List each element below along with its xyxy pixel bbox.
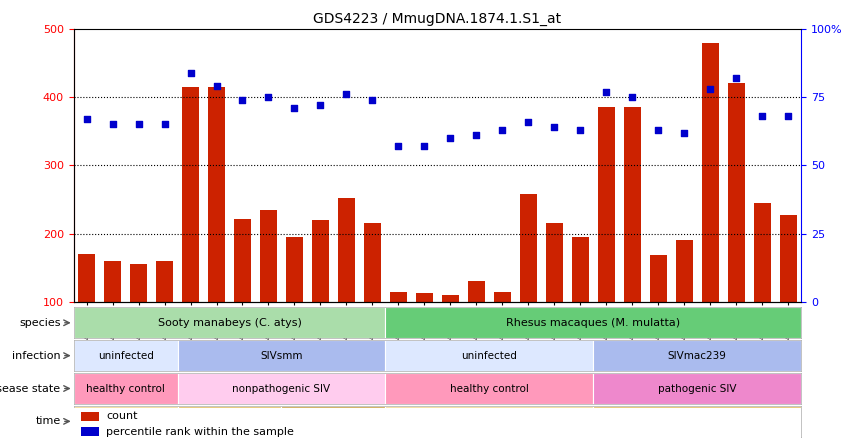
Bar <box>286 237 303 302</box>
Bar <box>753 203 771 302</box>
Bar <box>442 295 459 302</box>
Bar <box>494 292 511 302</box>
Point <box>781 113 795 120</box>
Bar <box>182 87 199 302</box>
Bar <box>260 210 277 302</box>
Point <box>521 118 535 125</box>
Point <box>755 113 769 120</box>
Text: disease state: disease state <box>0 384 61 393</box>
Bar <box>779 214 797 302</box>
Point <box>651 127 665 134</box>
Text: count: count <box>107 411 138 421</box>
Bar <box>74 406 178 437</box>
Point <box>703 85 717 92</box>
Bar <box>572 237 589 302</box>
Bar <box>593 340 801 371</box>
Bar <box>74 340 178 371</box>
Point <box>599 88 613 95</box>
Bar <box>468 281 485 302</box>
Point <box>417 143 431 150</box>
Text: SIVsmm: SIVsmm <box>260 351 303 361</box>
Bar <box>81 427 99 436</box>
Bar <box>74 307 385 338</box>
Bar <box>520 194 537 302</box>
Point <box>365 96 379 103</box>
Bar <box>208 87 225 302</box>
Bar <box>130 264 147 302</box>
Bar <box>281 406 385 437</box>
Bar <box>338 198 355 302</box>
Text: 14 days after infection: 14 days after infection <box>642 416 753 426</box>
Text: percentile rank within the sample: percentile rank within the sample <box>107 427 294 437</box>
Text: 30 days after infection: 30 days after infection <box>278 416 389 426</box>
Bar <box>546 223 563 302</box>
Point <box>158 121 171 128</box>
Point <box>288 104 301 111</box>
Bar <box>78 254 95 302</box>
Bar <box>385 307 801 338</box>
Point <box>495 127 509 134</box>
Text: healthy control: healthy control <box>86 384 165 393</box>
Bar <box>74 373 178 404</box>
Bar <box>593 406 801 437</box>
Point <box>573 127 587 134</box>
Text: species: species <box>19 318 61 328</box>
Point <box>443 135 457 142</box>
Bar <box>104 261 121 302</box>
Bar <box>624 107 641 302</box>
Bar <box>385 340 593 371</box>
Title: GDS4223 / MmugDNA.1874.1.S1_at: GDS4223 / MmugDNA.1874.1.S1_at <box>313 12 561 27</box>
Point <box>391 143 405 150</box>
Bar <box>178 340 385 371</box>
Point <box>132 121 145 128</box>
Bar <box>178 373 385 404</box>
Bar <box>81 412 99 421</box>
Text: time: time <box>36 416 61 426</box>
Text: infection: infection <box>12 351 61 361</box>
Bar <box>650 255 667 302</box>
Text: uninfected: uninfected <box>98 351 153 361</box>
Bar <box>416 293 433 302</box>
Bar <box>675 241 693 302</box>
Text: SIVmac239: SIVmac239 <box>668 351 727 361</box>
Point <box>339 91 353 98</box>
Point <box>80 115 94 123</box>
Bar <box>156 261 173 302</box>
Point <box>106 121 120 128</box>
Text: N/A: N/A <box>481 416 498 426</box>
Text: Rhesus macaques (M. mulatta): Rhesus macaques (M. mulatta) <box>506 318 681 328</box>
Point <box>184 69 197 76</box>
Text: pathogenic SIV: pathogenic SIV <box>658 384 736 393</box>
Bar <box>727 83 745 302</box>
Text: nonpathogenic SIV: nonpathogenic SIV <box>232 384 331 393</box>
Point <box>677 129 691 136</box>
Point <box>236 96 249 103</box>
Bar <box>178 406 281 437</box>
Text: healthy control: healthy control <box>449 384 529 393</box>
Bar <box>234 218 251 302</box>
Bar <box>312 220 329 302</box>
Point <box>625 94 639 101</box>
Point <box>469 132 483 139</box>
Bar <box>364 223 381 302</box>
Point <box>313 102 327 109</box>
Point <box>210 83 223 90</box>
Bar <box>390 292 407 302</box>
Text: uninfected: uninfected <box>462 351 517 361</box>
Bar <box>593 373 801 404</box>
Bar <box>701 43 719 302</box>
Bar <box>598 107 615 302</box>
Point <box>729 75 743 82</box>
Point <box>547 123 561 131</box>
Bar <box>385 373 593 404</box>
Bar <box>385 406 593 437</box>
Point <box>262 94 275 101</box>
Text: 14 days after infection: 14 days after infection <box>174 416 285 426</box>
Text: N/A: N/A <box>117 416 134 426</box>
Text: Sooty manabeys (C. atys): Sooty manabeys (C. atys) <box>158 318 301 328</box>
